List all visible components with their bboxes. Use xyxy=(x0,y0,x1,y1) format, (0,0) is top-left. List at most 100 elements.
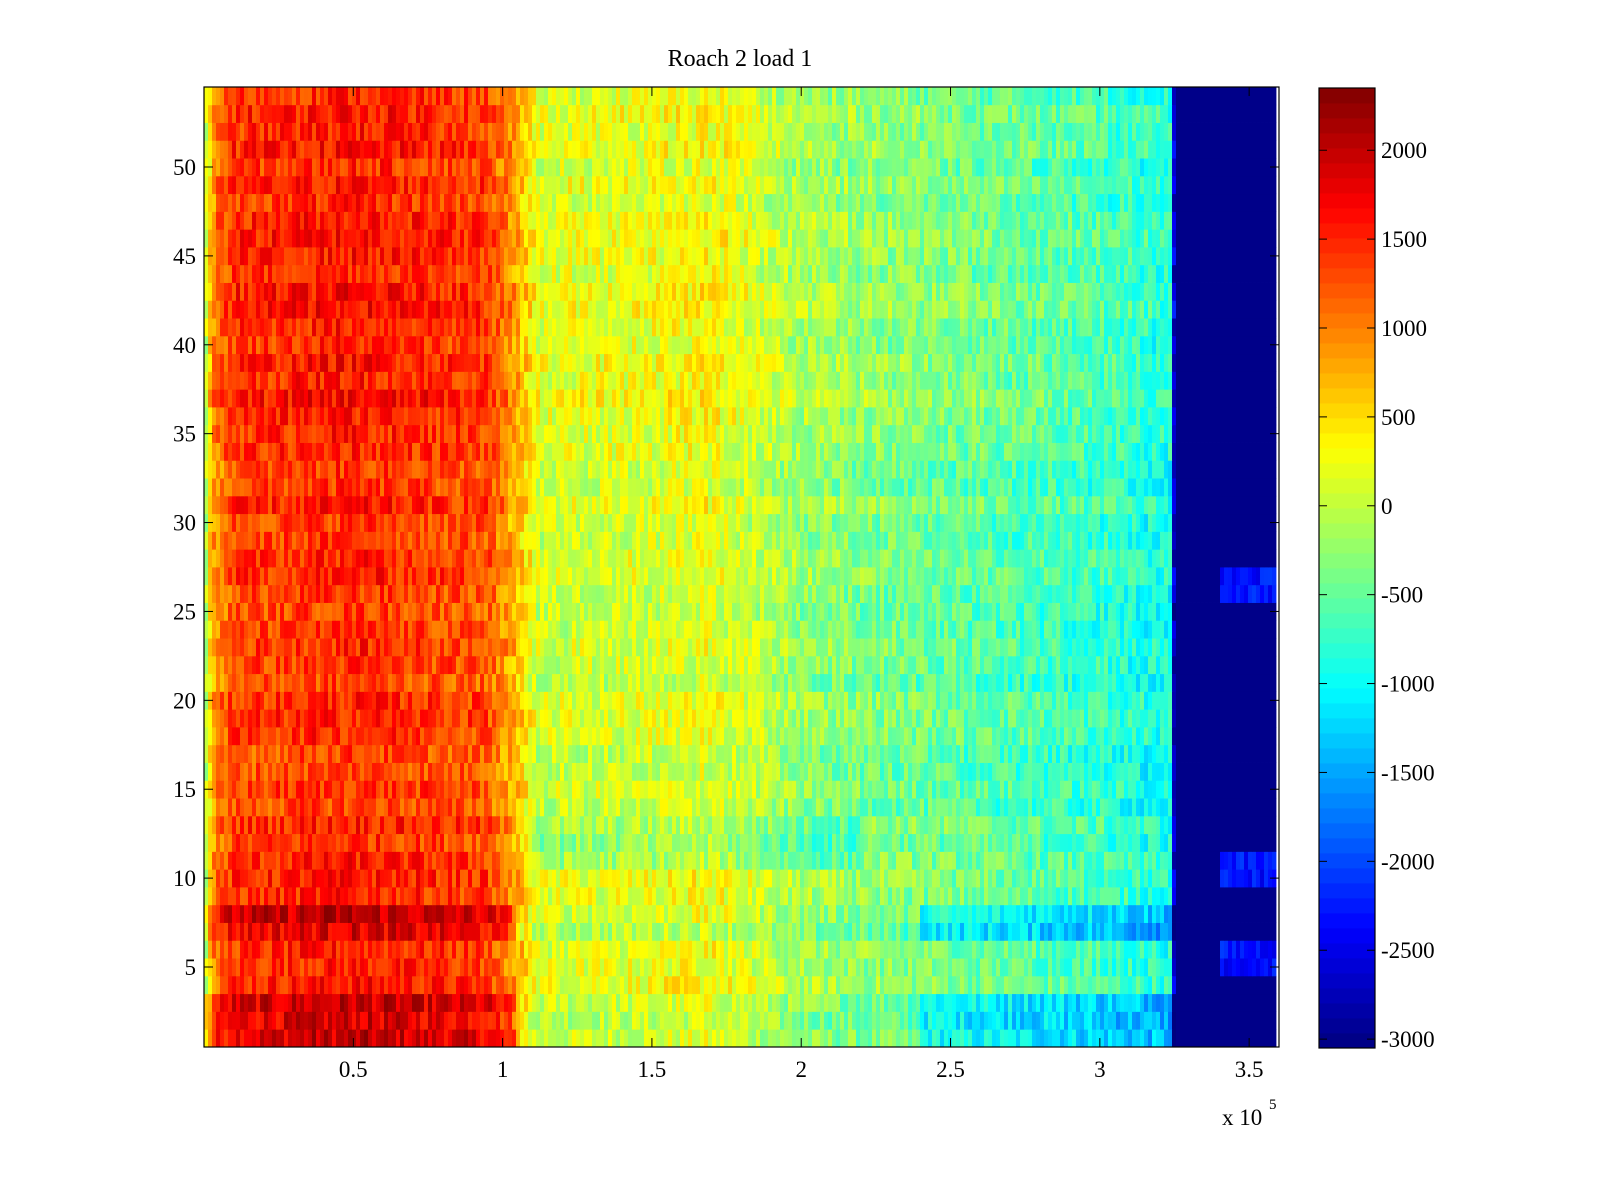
heatmap-cell xyxy=(1220,763,1224,781)
heatmap-cell xyxy=(260,869,264,887)
heatmap-cell xyxy=(816,745,820,763)
heatmap-cell xyxy=(1008,958,1012,976)
heatmap-cell xyxy=(556,763,560,781)
heatmap-cell xyxy=(360,780,364,798)
heatmap-cell xyxy=(660,745,664,763)
heatmap-cell xyxy=(1004,905,1008,923)
heatmap-cell xyxy=(692,745,696,763)
heatmap-cell xyxy=(336,763,340,781)
heatmap-cell xyxy=(216,727,220,745)
heatmap-cell xyxy=(816,869,820,887)
heatmap-cell xyxy=(560,923,564,941)
heatmap-cell xyxy=(364,940,368,958)
heatmap-cell xyxy=(904,727,908,745)
heatmap-cell xyxy=(1160,923,1164,941)
heatmap-cell xyxy=(968,958,972,976)
heatmap-cell xyxy=(836,869,840,887)
heatmap-cell xyxy=(564,763,568,781)
heatmap-cell xyxy=(568,958,572,976)
heatmap-cell xyxy=(840,851,844,869)
heatmap-cell xyxy=(620,1029,624,1047)
heatmap-cell xyxy=(996,745,1000,763)
heatmap-cell xyxy=(1136,923,1140,941)
heatmap-cell xyxy=(852,923,856,941)
heatmap-cell xyxy=(920,780,924,798)
heatmap-cell xyxy=(888,958,892,976)
heatmap-cell xyxy=(716,869,720,887)
heatmap-cell xyxy=(384,727,388,745)
heatmap-cell xyxy=(640,994,644,1012)
heatmap-cell xyxy=(480,1011,484,1029)
heatmap-cell xyxy=(444,976,448,994)
heatmap-cell xyxy=(708,709,712,727)
heatmap-cell xyxy=(960,958,964,976)
heatmap-cell xyxy=(684,923,688,941)
heatmap-cell xyxy=(344,869,348,887)
heatmap-cell xyxy=(628,763,632,781)
heatmap-cell xyxy=(532,923,536,941)
heatmap-cell xyxy=(1072,1029,1076,1047)
heatmap-cell xyxy=(852,958,856,976)
heatmap-cell xyxy=(556,976,560,994)
heatmap-cell xyxy=(272,994,276,1012)
heatmap-cell xyxy=(1028,869,1032,887)
heatmap-cell xyxy=(1100,816,1104,834)
heatmap-cell xyxy=(876,958,880,976)
heatmap-cell xyxy=(716,905,720,923)
heatmap-cell xyxy=(380,798,384,816)
heatmap-cell xyxy=(404,798,408,816)
heatmap-cell xyxy=(1028,780,1032,798)
heatmap-cell xyxy=(468,1011,472,1029)
heatmap-cell xyxy=(1192,780,1196,798)
heatmap-cell xyxy=(252,780,256,798)
heatmap-cell xyxy=(492,745,496,763)
heatmap-cell xyxy=(676,869,680,887)
heatmap-cell xyxy=(1112,834,1116,852)
heatmap-cell xyxy=(488,887,492,905)
heatmap-cell xyxy=(576,798,580,816)
heatmap-cell xyxy=(456,780,460,798)
heatmap-cell xyxy=(456,727,460,745)
heatmap-cell xyxy=(852,834,856,852)
heatmap-cell xyxy=(828,905,832,923)
heatmap-cell xyxy=(1208,958,1212,976)
heatmap-cell xyxy=(1104,994,1108,1012)
heatmap-cell xyxy=(856,958,860,976)
heatmap-cell xyxy=(912,905,916,923)
heatmap-cell xyxy=(868,763,872,781)
heatmap-cell xyxy=(248,780,252,798)
heatmap-cell xyxy=(556,727,560,745)
heatmap-cell xyxy=(500,976,504,994)
heatmap-cell xyxy=(468,958,472,976)
heatmap-cell xyxy=(248,834,252,852)
heatmap-cell xyxy=(1176,905,1180,923)
heatmap-cell xyxy=(596,887,600,905)
heatmap-cell xyxy=(300,816,304,834)
heatmap-cell xyxy=(724,851,728,869)
heatmap-cell xyxy=(616,745,620,763)
heatmap-cell xyxy=(352,1029,356,1047)
heatmap-cell xyxy=(612,816,616,834)
heatmap-cell xyxy=(224,869,228,887)
heatmap-cell xyxy=(636,905,640,923)
heatmap-cell xyxy=(1008,940,1012,958)
heatmap-cell xyxy=(896,727,900,745)
heatmap-cell xyxy=(368,958,372,976)
heatmap-cell xyxy=(892,798,896,816)
heatmap-cell xyxy=(624,869,628,887)
heatmap-cell xyxy=(796,1029,800,1047)
heatmap-cell xyxy=(628,851,632,869)
heatmap-cell xyxy=(1156,1029,1160,1047)
heatmap-cell xyxy=(1072,887,1076,905)
heatmap-cell xyxy=(340,780,344,798)
heatmap-cell xyxy=(304,780,308,798)
heatmap-cell xyxy=(396,1029,400,1047)
heatmap-cell xyxy=(564,958,568,976)
heatmap-cell xyxy=(1256,816,1260,834)
heatmap-cell xyxy=(568,1029,572,1047)
heatmap-cell xyxy=(1132,905,1136,923)
heatmap-cell xyxy=(712,887,716,905)
heatmap-cell xyxy=(728,745,732,763)
heatmap-cell xyxy=(1116,994,1120,1012)
heatmap-cell xyxy=(504,709,508,727)
